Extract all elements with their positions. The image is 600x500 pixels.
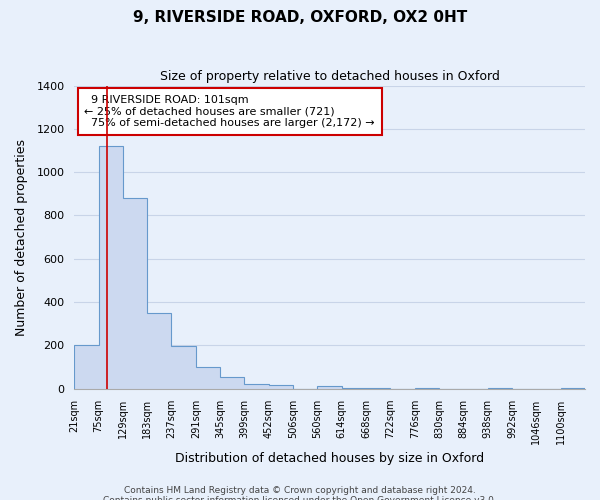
Text: Contains HM Land Registry data © Crown copyright and database right 2024.: Contains HM Land Registry data © Crown c…	[124, 486, 476, 495]
Title: Size of property relative to detached houses in Oxford: Size of property relative to detached ho…	[160, 70, 500, 83]
Y-axis label: Number of detached properties: Number of detached properties	[15, 138, 28, 336]
Text: 9, RIVERSIDE ROAD, OXFORD, OX2 0HT: 9, RIVERSIDE ROAD, OXFORD, OX2 0HT	[133, 10, 467, 25]
Text: 9 RIVERSIDE ROAD: 101sqm  
← 25% of detached houses are smaller (721)
  75% of s: 9 RIVERSIDE ROAD: 101sqm ← 25% of detach…	[85, 94, 375, 128]
Text: Contains public sector information licensed under the Open Government Licence v3: Contains public sector information licen…	[103, 496, 497, 500]
X-axis label: Distribution of detached houses by size in Oxford: Distribution of detached houses by size …	[175, 452, 484, 465]
